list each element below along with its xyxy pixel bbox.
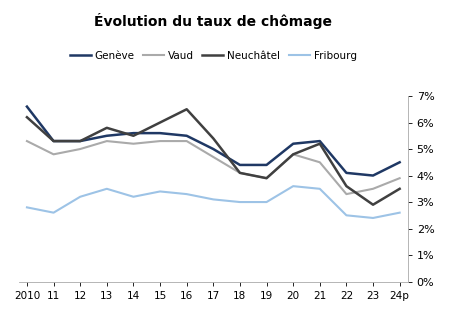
Vaud [104, 139, 109, 143]
Genève [370, 174, 376, 178]
Vaud [370, 187, 376, 191]
Neuchâtel [290, 152, 296, 156]
Genève [237, 163, 243, 167]
Vaud [131, 142, 137, 146]
Fribourg [51, 211, 56, 215]
Fribourg [77, 195, 83, 199]
Genève [210, 147, 216, 151]
Genève [131, 131, 137, 135]
Fribourg [264, 200, 269, 204]
Neuchâtel [370, 203, 376, 207]
Neuchâtel [397, 187, 402, 191]
Fribourg [370, 216, 376, 220]
Genève [184, 134, 190, 138]
Neuchâtel [24, 115, 30, 119]
Genève [77, 139, 83, 143]
Neuchâtel [184, 107, 190, 111]
Vaud [344, 192, 349, 196]
Vaud [157, 139, 163, 143]
Genève [264, 163, 269, 167]
Genève [290, 142, 296, 146]
Genève [51, 139, 56, 143]
Neuchâtel [51, 139, 56, 143]
Vaud [184, 139, 190, 143]
Vaud [264, 176, 269, 180]
Fribourg [237, 200, 243, 204]
Line: Genève: Genève [27, 107, 400, 176]
Genève [24, 105, 30, 108]
Neuchâtel [237, 171, 243, 175]
Fribourg [290, 184, 296, 188]
Genève [317, 139, 323, 143]
Neuchâtel [104, 126, 109, 130]
Neuchâtel [210, 137, 216, 140]
Vaud [397, 176, 402, 180]
Neuchâtel [264, 176, 269, 180]
Fribourg [131, 195, 137, 199]
Genève [397, 160, 402, 164]
Neuchâtel [157, 121, 163, 124]
Neuchâtel [344, 184, 349, 188]
Fribourg [344, 213, 349, 217]
Genève [344, 171, 349, 175]
Fribourg [184, 192, 190, 196]
Vaud [51, 152, 56, 156]
Genève [157, 131, 163, 135]
Line: Neuchâtel: Neuchâtel [27, 109, 400, 205]
Text: Évolution du taux de chômage: Évolution du taux de chômage [94, 13, 332, 29]
Fribourg [210, 197, 216, 201]
Legend: Genève, Vaud, Neuchâtel, Fribourg: Genève, Vaud, Neuchâtel, Fribourg [65, 47, 361, 65]
Genève [104, 134, 109, 138]
Fribourg [24, 205, 30, 209]
Neuchâtel [317, 142, 323, 146]
Vaud [77, 147, 83, 151]
Line: Fribourg: Fribourg [27, 186, 400, 218]
Vaud [210, 155, 216, 159]
Fribourg [397, 211, 402, 215]
Vaud [290, 152, 296, 156]
Line: Vaud: Vaud [27, 141, 400, 194]
Fribourg [157, 189, 163, 193]
Neuchâtel [77, 139, 83, 143]
Fribourg [104, 187, 109, 191]
Fribourg [317, 187, 323, 191]
Neuchâtel [131, 134, 137, 138]
Vaud [24, 139, 30, 143]
Vaud [237, 171, 243, 175]
Vaud [317, 160, 323, 164]
